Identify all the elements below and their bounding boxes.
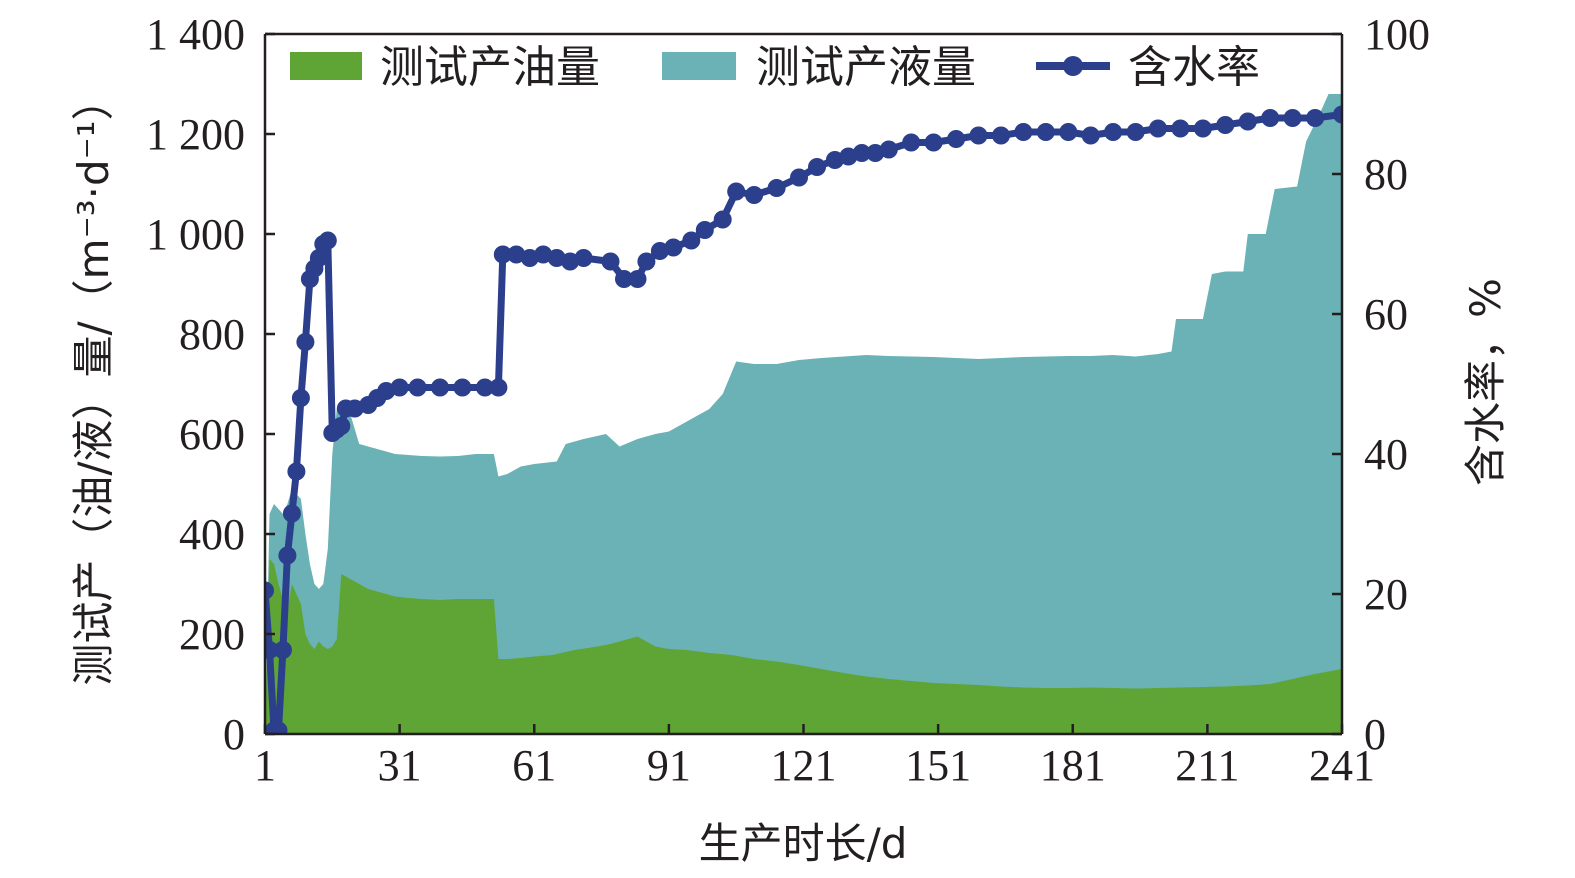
legend-oil-swatch (290, 52, 362, 80)
water-cut-point (332, 417, 351, 435)
water-cut-point (507, 245, 526, 264)
x-tick-label: 1 (254, 741, 276, 790)
x-tick-label: 31 (378, 741, 422, 790)
water-cut-point (615, 270, 633, 288)
water-cut-point (309, 249, 328, 267)
water-cut-point (790, 168, 808, 187)
legend-liquid-swatch (662, 52, 736, 80)
water-cut-point (282, 504, 301, 523)
water-cut-point (664, 238, 683, 257)
water-cut-point (265, 581, 274, 600)
water-cut-point (287, 462, 306, 481)
left-tick-label: 800 (179, 310, 245, 359)
oil-production-area (265, 559, 1342, 734)
water-cut-point (574, 249, 593, 267)
water-cut-point (992, 126, 1010, 145)
water-cut-point (493, 245, 512, 264)
right-tick-label: 0 (1364, 710, 1386, 759)
water-cut-point (1261, 109, 1280, 127)
water-cut-point (390, 378, 409, 397)
right-axis-title: 含水率，% (1461, 278, 1510, 486)
left-tick-label: 1 000 (146, 210, 245, 259)
x-tick-label: 61 (512, 741, 556, 790)
water-cut-point (1216, 116, 1235, 134)
x-tick-label: 211 (1175, 741, 1239, 790)
water-cut-point (1126, 123, 1145, 141)
water-cut-point (296, 333, 315, 351)
water-cut-point (1036, 123, 1055, 141)
water-cut-point (431, 378, 449, 397)
water-cut-point (808, 158, 826, 176)
x-tick-label: 181 (1040, 741, 1106, 790)
x-tick-label: 91 (647, 741, 691, 790)
water-cut-point (1059, 123, 1078, 141)
water-cut-point (278, 546, 297, 565)
left-tick-label: 1 200 (146, 110, 245, 159)
water-cut-point (628, 270, 647, 288)
water-cut-point (1333, 105, 1342, 124)
water-cut-point (879, 140, 898, 159)
water-cut-point (1104, 123, 1123, 141)
water-cut-point (852, 144, 871, 162)
water-cut-point (969, 126, 988, 145)
right-tick-label: 100 (1364, 10, 1430, 59)
right-tick-label: 60 (1364, 290, 1408, 339)
left-tick-label: 600 (179, 410, 245, 459)
left-tick-label: 1 400 (146, 10, 245, 59)
water-cut-point (408, 378, 427, 397)
water-cut-point (727, 182, 746, 201)
water-cut-point (1149, 119, 1167, 138)
left-tick-label: 0 (223, 710, 245, 759)
water-cut-point (1238, 112, 1257, 131)
water-cut-point (601, 252, 620, 271)
legend-water-cut-label: 含水率 (1128, 42, 1260, 93)
water-cut-point (475, 378, 494, 397)
water-cut-point (713, 210, 732, 229)
water-cut-point (695, 221, 714, 239)
water-cut-point (637, 252, 656, 271)
right-tick-label: 80 (1364, 150, 1408, 199)
water-cut-point (745, 186, 764, 204)
legend-liquid-label: 测试产液量 (756, 42, 976, 93)
legend-oil-label: 测试产油量 (380, 42, 600, 93)
water-cut-point (1283, 109, 1302, 127)
water-cut-point (947, 130, 966, 148)
water-cut-point (1306, 109, 1325, 127)
water-cut-point (1193, 119, 1212, 138)
water-cut-point (1171, 119, 1190, 138)
x-tick-label: 151 (905, 741, 971, 790)
liquid-production-area (265, 94, 1342, 734)
left-tick-label: 400 (179, 510, 245, 559)
right-tick-label: 20 (1364, 570, 1408, 619)
water-cut-point (650, 242, 669, 260)
water-cut-point (682, 231, 701, 250)
water-cut-point (291, 389, 310, 407)
x-tick-label: 241 (1309, 741, 1375, 790)
water-cut-point (767, 179, 786, 197)
left-tick-label: 200 (179, 610, 245, 659)
right-tick-label: 40 (1364, 430, 1408, 479)
water-cut-point (273, 641, 292, 659)
water-cut-point (924, 133, 943, 152)
legend-water-cut-marker (1063, 56, 1083, 76)
water-cut-point (269, 721, 288, 734)
x-tick-label: 121 (771, 741, 837, 790)
water-cut-point (825, 151, 844, 169)
water-cut-point (561, 252, 580, 271)
water-cut-point (1081, 126, 1100, 145)
water-cut-point (489, 378, 508, 397)
water-cut-point (866, 144, 885, 162)
water-cut-point (902, 133, 921, 152)
water-cut-point (1014, 123, 1033, 141)
x-axis-title: 生产时长/d (699, 819, 908, 868)
water-cut-point (318, 231, 337, 250)
left-axis-title: 测试产（油/液）量/（m⁻³·d⁻¹） (69, 78, 118, 685)
water-cut-point (534, 245, 553, 264)
water-cut-point (453, 378, 472, 397)
